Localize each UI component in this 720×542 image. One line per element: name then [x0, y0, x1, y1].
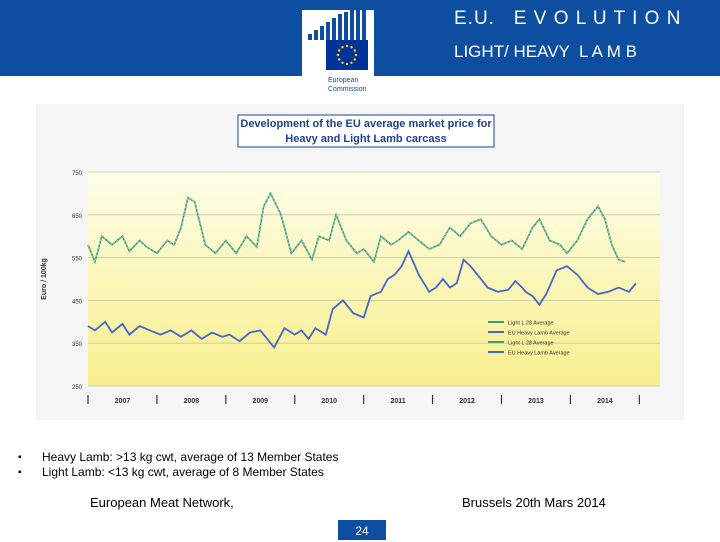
footer-date: Brussels 20th Mars 2014: [462, 495, 606, 510]
bullet-icon: ▪: [18, 452, 22, 463]
title-light-heavy-lamb: LIGHT/ HEAVY L A M B: [454, 42, 637, 61]
y-tick-label: 550: [72, 257, 83, 263]
flag-star: [345, 62, 349, 66]
flag-star: [338, 58, 341, 61]
eu-flag-icon: [326, 40, 368, 70]
x-tick-label: 2010: [321, 398, 337, 405]
legend-label: EU Heavy Lamb Average: [508, 331, 570, 337]
logo-text-commission: Commission: [328, 86, 367, 93]
x-tick-label: 2012: [459, 398, 475, 405]
series-line-heavy-lamb: [87, 249, 637, 350]
flag-star: [354, 53, 358, 57]
x-tick-label: 2009: [253, 398, 269, 405]
flag-star: [350, 46, 353, 49]
price-chart: Development of the EU average market pri…: [36, 104, 684, 420]
chart-title-line2: Heavy and Light Lamb carcass: [285, 133, 446, 145]
building-icon: [308, 10, 366, 40]
flag-star: [353, 49, 356, 52]
flag-star: [353, 58, 356, 61]
flag-star: [336, 53, 340, 57]
title-evolution: E.U. E V O L U T I O N: [454, 8, 682, 29]
legend-label: Light L 28 Average: [508, 321, 554, 327]
y-tick-label: 650: [72, 214, 83, 220]
y-tick-label: 750: [72, 171, 83, 177]
flag-star: [338, 49, 341, 52]
chart-title-box: [237, 114, 495, 148]
note-text: Heavy Lamb: >13 kg cwt, average of 13 Me…: [42, 450, 339, 464]
y-axis-label: Euro / 100kg: [41, 258, 48, 300]
legend-label: Light L 28 Average: [508, 341, 554, 347]
eu-stars-icon: [336, 44, 358, 66]
series-line-light-lamb-dash: [87, 192, 626, 263]
chart-title-line1: Development of the EU average market pri…: [240, 118, 492, 130]
bullet-icon: ▪: [18, 467, 22, 478]
legend-label: EU Heavy Lamb Average: [508, 351, 570, 357]
x-tick-label: 2011: [391, 398, 406, 405]
y-tick-label: 250: [72, 385, 83, 391]
x-tick-label: 2008: [184, 398, 200, 405]
y-tick-label: 450: [72, 299, 83, 305]
x-tick-label: 2014: [597, 398, 613, 405]
plot-area: [88, 172, 660, 386]
page-number: 24: [338, 520, 386, 540]
y-tick-label: 350: [72, 342, 83, 348]
flag-star: [345, 44, 349, 48]
footer-source: European Meat Network,: [90, 495, 234, 510]
logo-text-european: European: [328, 77, 358, 84]
flag-star: [350, 61, 353, 64]
flag-star: [341, 46, 344, 49]
x-tick-label: 2013: [528, 398, 544, 405]
european-commission-logo: European Commission: [302, 10, 374, 98]
note-text: Light Lamb: <13 kg cwt, average of 8 Mem…: [42, 465, 324, 479]
flag-star: [341, 61, 344, 64]
x-tick-label: 2007: [115, 398, 131, 405]
